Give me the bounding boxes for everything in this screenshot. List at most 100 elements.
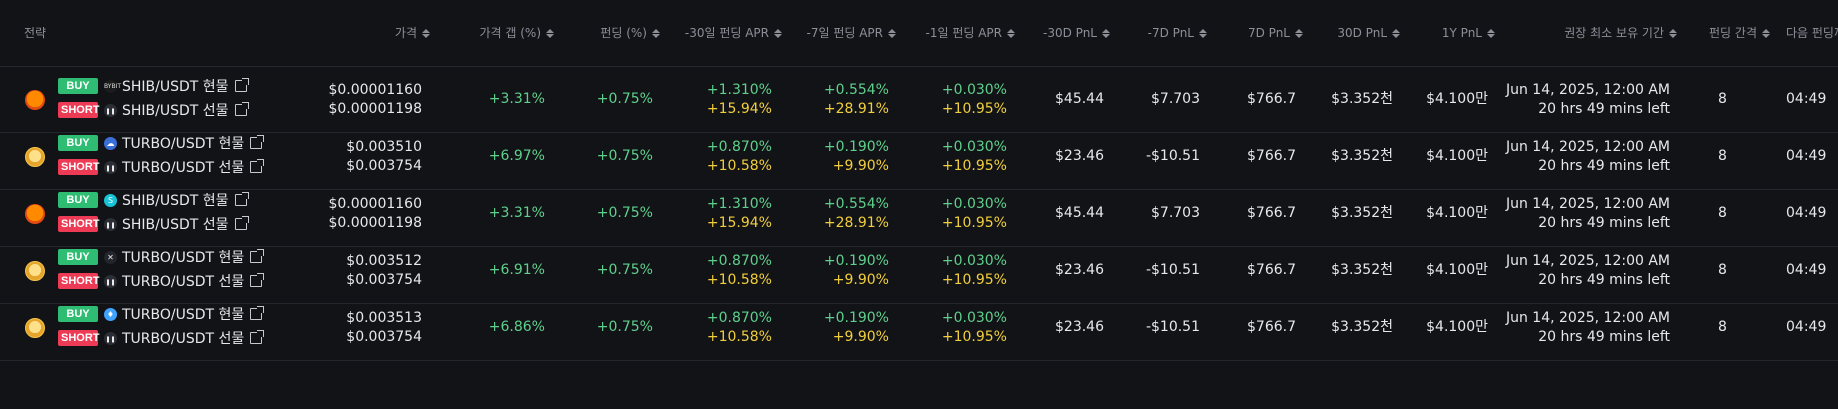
buy-badge[interactable]: BUY bbox=[58, 249, 98, 265]
header-interval[interactable]: 펀딩 간격 bbox=[1690, 24, 1770, 42]
sort-icon[interactable] bbox=[1487, 27, 1495, 39]
pnl30-value: $3.352천 bbox=[1331, 319, 1393, 335]
table-row[interactable]: BUY ♦ TURBO/USDT 현물 SHORT TURBO/USDT 선물 … bbox=[0, 294, 1838, 361]
short-leg: SHORT SHIB/USDT 선물 bbox=[58, 214, 249, 234]
short-badge[interactable]: SHORT bbox=[58, 273, 100, 289]
header-pnl30[interactable]: 30D PnL bbox=[1310, 24, 1400, 42]
apr1-apr: +10.95% bbox=[941, 158, 1007, 174]
apr7-cell: +0.190% +9.90% bbox=[790, 138, 889, 176]
short-badge[interactable]: SHORT bbox=[58, 102, 100, 118]
pnl30-value: $3.352천 bbox=[1331, 91, 1393, 107]
apr1-cell: +0.030% +10.95% bbox=[900, 138, 1007, 176]
buy-badge[interactable]: BUY bbox=[58, 78, 98, 94]
header-pnl30neg[interactable]: -30D PnL bbox=[1020, 24, 1110, 42]
apr1-cell: +0.030% +10.95% bbox=[900, 252, 1007, 290]
price-gap: +6.91% bbox=[488, 262, 545, 278]
buy-badge[interactable]: BUY bbox=[58, 135, 98, 151]
shib-coin-icon bbox=[25, 90, 45, 110]
next-funding-time: 04:49 bbox=[1786, 262, 1827, 278]
buy-badge[interactable]: BUY bbox=[58, 306, 98, 322]
header-next-funding[interactable]: 다음 펀딩까 bbox=[1786, 26, 1838, 40]
external-link-icon[interactable] bbox=[250, 249, 265, 263]
short-leg: SHORT TURBO/USDT 선물 bbox=[58, 157, 265, 177]
sort-icon[interactable] bbox=[652, 27, 660, 39]
header-pnl7neg[interactable]: -7D PnL bbox=[1120, 24, 1207, 42]
sort-icon[interactable] bbox=[546, 27, 554, 39]
apr30-cell: +0.870% +10.58% bbox=[660, 138, 772, 176]
header-price[interactable]: 가격 bbox=[330, 24, 430, 42]
strategy-cell: BUY S SHIB/USDT 현물 SHORT SHIB/USDT 선물 bbox=[58, 190, 249, 238]
external-link-icon[interactable] bbox=[234, 192, 249, 206]
header-pnl7[interactable]: 7D PnL bbox=[1220, 24, 1303, 42]
sort-icon[interactable] bbox=[888, 27, 896, 39]
table-row[interactable]: BUY BYBIT SHIB/USDT 현물 SHORT SHIB/USDT 선… bbox=[0, 66, 1838, 133]
sort-icon[interactable] bbox=[1762, 27, 1770, 39]
short-pair-label: SHIB/USDT 선물 bbox=[122, 103, 229, 119]
pnl7-value: $766.7 bbox=[1247, 319, 1296, 335]
short-pair-label: TURBO/USDT 선물 bbox=[122, 274, 245, 290]
sort-icon[interactable] bbox=[422, 27, 430, 39]
next-funding-time: 04:49 bbox=[1786, 91, 1827, 107]
external-link-icon[interactable] bbox=[250, 159, 265, 173]
external-link-icon[interactable] bbox=[234, 78, 249, 92]
apr30-apr: +15.94% bbox=[706, 215, 772, 231]
short-badge[interactable]: SHORT bbox=[58, 159, 100, 175]
sort-icon[interactable] bbox=[1669, 27, 1677, 39]
external-link-icon[interactable] bbox=[234, 102, 249, 116]
spot-price: $0.003512 bbox=[346, 253, 422, 269]
apr30-rate: +1.310% bbox=[706, 196, 772, 212]
hold-date: Jun 14, 2025, 12:00 AM bbox=[1505, 196, 1670, 212]
table-header: 전략 가격 가격 갭 (%) 펀딩 (%) -30일 펀딩 APR -7일 펀딩… bbox=[0, 0, 1838, 67]
sort-icon[interactable] bbox=[1295, 27, 1303, 39]
sort-icon[interactable] bbox=[1392, 27, 1400, 39]
pause-exchange-icon bbox=[104, 103, 117, 117]
table-row[interactable]: BUY ☁ TURBO/USDT 현물 SHORT TURBO/USDT 선물 … bbox=[0, 123, 1838, 190]
table-row[interactable]: BUY S SHIB/USDT 현물 SHORT SHIB/USDT 선물 $0… bbox=[0, 180, 1838, 247]
header-funding[interactable]: 펀딩 (%) bbox=[560, 24, 660, 42]
price-gap: +6.97% bbox=[488, 148, 545, 164]
futures-price: $0.003754 bbox=[346, 158, 422, 174]
hold-date: Jun 14, 2025, 12:00 AM bbox=[1505, 139, 1670, 155]
strategy-cell: BUY ☁ TURBO/USDT 현물 SHORT TURBO/USDT 선물 bbox=[58, 133, 265, 181]
sort-icon[interactable] bbox=[1102, 27, 1110, 39]
short-badge[interactable]: SHORT bbox=[58, 330, 100, 346]
apr7-rate: +0.190% bbox=[823, 253, 889, 269]
header-apr7[interactable]: -7일 펀딩 APR bbox=[790, 24, 896, 42]
sort-icon[interactable] bbox=[1007, 27, 1015, 39]
short-badge[interactable]: SHORT bbox=[58, 216, 100, 232]
header-apr30[interactable]: -30일 펀딩 APR bbox=[660, 24, 782, 42]
pnl30-value: $3.352천 bbox=[1331, 262, 1393, 278]
futures-price: $0.003754 bbox=[346, 329, 422, 345]
pnl30neg-value: $23.46 bbox=[1055, 262, 1104, 278]
futures-price: $0.003754 bbox=[346, 272, 422, 288]
buy-leg: BUY ☁ TURBO/USDT 현물 bbox=[58, 133, 265, 153]
turbo-coin-icon bbox=[25, 147, 45, 167]
header-pnl1y[interactable]: 1Y PnL bbox=[1410, 24, 1495, 42]
pause-exchange-icon bbox=[104, 274, 117, 288]
spot-price: $0.003510 bbox=[346, 139, 422, 155]
external-link-icon[interactable] bbox=[250, 273, 265, 287]
sort-icon[interactable] bbox=[774, 27, 782, 39]
external-link-icon[interactable] bbox=[250, 330, 265, 344]
price-cell: $0.003512 $0.003754 bbox=[300, 252, 422, 290]
external-link-icon[interactable] bbox=[234, 216, 249, 230]
apr7-apr: +9.90% bbox=[832, 158, 889, 174]
apr1-apr: +10.95% bbox=[941, 329, 1007, 345]
pnl1y-value: $4.100만 bbox=[1426, 148, 1488, 164]
price-gap: +3.31% bbox=[488, 91, 545, 107]
pnl30neg-value: $45.44 bbox=[1055, 205, 1104, 221]
funding-interval: 8 bbox=[1718, 319, 1727, 335]
pnl7neg-value: -$10.51 bbox=[1145, 319, 1200, 335]
external-link-icon[interactable] bbox=[250, 135, 265, 149]
buy-badge[interactable]: BUY bbox=[58, 192, 98, 208]
table-row[interactable]: BUY ✕ TURBO/USDT 현물 SHORT TURBO/USDT 선물 … bbox=[0, 237, 1838, 304]
header-apr1[interactable]: -1일 펀딩 APR bbox=[900, 24, 1015, 42]
funding-rate: +0.75% bbox=[596, 319, 653, 335]
sort-icon[interactable] bbox=[1199, 27, 1207, 39]
apr1-rate: +0.030% bbox=[941, 196, 1007, 212]
header-price-gap[interactable]: 가격 갭 (%) bbox=[440, 24, 554, 42]
buy-pair-label: TURBO/USDT 현물 bbox=[122, 250, 245, 266]
header-min-hold[interactable]: 권장 최소 보유 기간 bbox=[1500, 24, 1677, 42]
external-link-icon[interactable] bbox=[250, 306, 265, 320]
